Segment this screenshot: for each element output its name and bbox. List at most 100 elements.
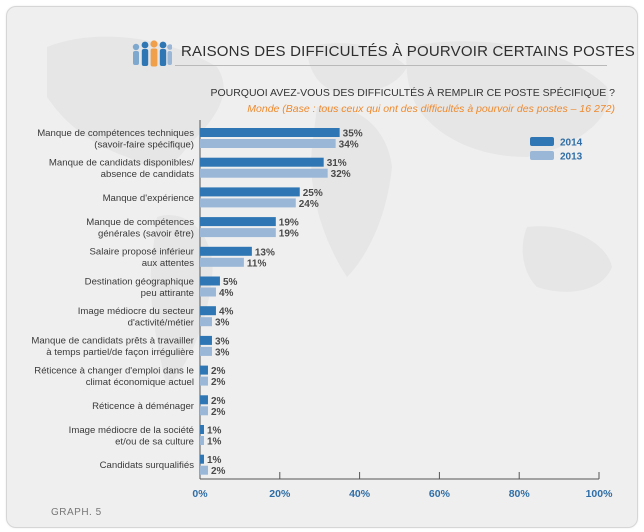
category-label-line: Image médiocre de la société xyxy=(69,425,194,436)
category-label-line: à temps partiel/de façon irrégulière xyxy=(46,347,194,358)
category-label-line: et/ou de sa culture xyxy=(115,436,194,447)
category-label-line: Image médiocre du secteur xyxy=(78,306,195,317)
bar-2014 xyxy=(200,335,212,345)
data-label-2013: 32% xyxy=(331,169,351,180)
category-label-line: aux attentes xyxy=(142,258,194,269)
category-label-line: Manque de candidats prêts à travailler xyxy=(31,336,194,347)
data-label-2013: 2% xyxy=(211,466,226,477)
bar-2014 xyxy=(200,276,220,286)
data-label-2014: 35% xyxy=(343,129,363,140)
data-label-2014: 19% xyxy=(279,218,299,229)
category-label-line: Candidats surqualifiés xyxy=(100,460,195,471)
bar-2013 xyxy=(200,257,244,267)
data-label-2013: 3% xyxy=(215,347,230,358)
category-label: Manque de candidats disponibles/absence … xyxy=(49,157,194,180)
category-label-line: (savoir-faire spécifique) xyxy=(94,139,194,150)
category-label: Réticence à déménager xyxy=(92,401,195,412)
bar-2014 xyxy=(200,187,300,197)
data-label-2014: 1% xyxy=(207,455,222,466)
category-label-line: Manque de candidats disponibles/ xyxy=(49,157,194,168)
bar-2013 xyxy=(200,376,208,386)
data-label-2013: 11% xyxy=(247,258,267,269)
bar-2014 xyxy=(200,306,216,316)
data-label-2014: 5% xyxy=(223,277,238,288)
bar-2013 xyxy=(200,168,328,178)
graph-number: GRAPH. 5 xyxy=(51,507,102,518)
legend-label-2014: 2014 xyxy=(560,138,583,149)
chart-subtitle: Monde (Base : tous ceux qui ont des diff… xyxy=(247,103,615,115)
category-label-line: climat économique actuel xyxy=(86,377,194,388)
category-label: Destination géographique peu attirante xyxy=(85,276,194,299)
data-label-2014: 31% xyxy=(327,158,347,169)
category-label: Manque de compétences techniques (savoir-… xyxy=(37,128,194,151)
x-tick-label: 80% xyxy=(509,488,531,500)
bar-2014 xyxy=(200,365,208,375)
bar-2014 xyxy=(200,217,276,227)
category-label: Manque de candidats prêts à travailler à … xyxy=(31,336,194,359)
bar-2014 xyxy=(200,246,252,256)
bar-2014 xyxy=(200,157,324,167)
data-label-2013: 3% xyxy=(215,318,230,329)
bar-2013 xyxy=(200,228,276,238)
category-label-line: peu attirante xyxy=(141,288,194,299)
chart-question: POURQUOI AVEZ-VOUS DES DIFFICULTÉS À REM… xyxy=(210,87,615,99)
category-label-line: générales (savoir être) xyxy=(98,228,194,239)
category-label: Salaire proposé inférieur aux attentes xyxy=(89,247,194,269)
category-label: Réticence à changer d'emploi dans le clim… xyxy=(34,365,194,388)
bar-2013 xyxy=(200,406,208,416)
legend-swatch-2013 xyxy=(530,151,554,160)
category-label-line: Manque de compétences techniques xyxy=(37,128,194,139)
chart-header: RAISONS DES DIFFICULTÉS À POURVOIR CERTA… xyxy=(7,39,637,67)
category-label-line: absence de candidats xyxy=(101,169,195,180)
bar-2013 xyxy=(200,287,216,297)
bar-2014 xyxy=(200,128,340,137)
bar-2013 xyxy=(200,139,336,148)
data-label-2013: 24% xyxy=(299,199,319,210)
category-label-line: Manque de compétences xyxy=(86,217,194,228)
data-label-2014: 4% xyxy=(219,307,234,318)
data-label-2013: 2% xyxy=(211,377,226,388)
category-label: Image médiocre de la société et/ou de sa … xyxy=(69,425,194,448)
category-label-line: Salaire proposé inférieur xyxy=(89,247,194,258)
data-label-2013: 19% xyxy=(279,229,299,240)
category-label-line: Manque d'expérience xyxy=(103,193,194,204)
data-label-2013: 4% xyxy=(219,288,234,299)
world-map-background xyxy=(47,36,612,387)
bar-2014 xyxy=(200,395,208,405)
legend-label-2013: 2013 xyxy=(560,152,583,163)
title-divider xyxy=(175,65,607,66)
data-label-2014: 13% xyxy=(255,247,275,258)
people-group-icon xyxy=(132,40,172,67)
data-label-2013: 34% xyxy=(339,140,359,151)
category-label: Manque de compétences générales (savoir ê… xyxy=(86,217,194,240)
data-label-2014: 2% xyxy=(211,366,226,377)
category-label: Manque d'expérience xyxy=(103,193,194,204)
data-label-2014: 25% xyxy=(303,188,323,199)
category-label-line: d'activité/métier xyxy=(128,317,195,328)
x-tick-label: 60% xyxy=(429,488,451,500)
data-label-2014: 3% xyxy=(215,336,230,347)
data-label-2013: 1% xyxy=(207,437,222,448)
legend-swatch-2014 xyxy=(530,137,554,146)
x-tick-label: 0% xyxy=(192,488,208,500)
chart-panel: RAISONS DES DIFFICULTÉS À POURVOIR CERTA… xyxy=(6,6,638,528)
data-label-2013: 2% xyxy=(211,407,226,418)
category-label: Candidats surqualifiés xyxy=(100,460,195,471)
category-label: Image médiocre du secteur d'activité/méti… xyxy=(78,306,195,329)
bar-2013 xyxy=(200,317,212,327)
category-label-line: Réticence à déménager xyxy=(92,401,195,412)
category-label-line: Destination géographique xyxy=(85,276,194,287)
bar-2013 xyxy=(200,198,296,208)
x-tick-label: 100% xyxy=(586,488,614,500)
x-tick-label: 40% xyxy=(349,488,371,500)
data-label-2014: 1% xyxy=(207,426,222,437)
chart-title: RAISONS DES DIFFICULTÉS À POURVOIR CERTA… xyxy=(181,43,635,60)
bar-2014 xyxy=(200,454,204,464)
bar-2014 xyxy=(200,425,204,434)
bar-2013 xyxy=(200,436,204,445)
bar-2013 xyxy=(200,465,208,475)
bar-2013 xyxy=(200,346,212,356)
data-label-2014: 2% xyxy=(211,396,226,407)
x-tick-label: 20% xyxy=(269,488,291,500)
